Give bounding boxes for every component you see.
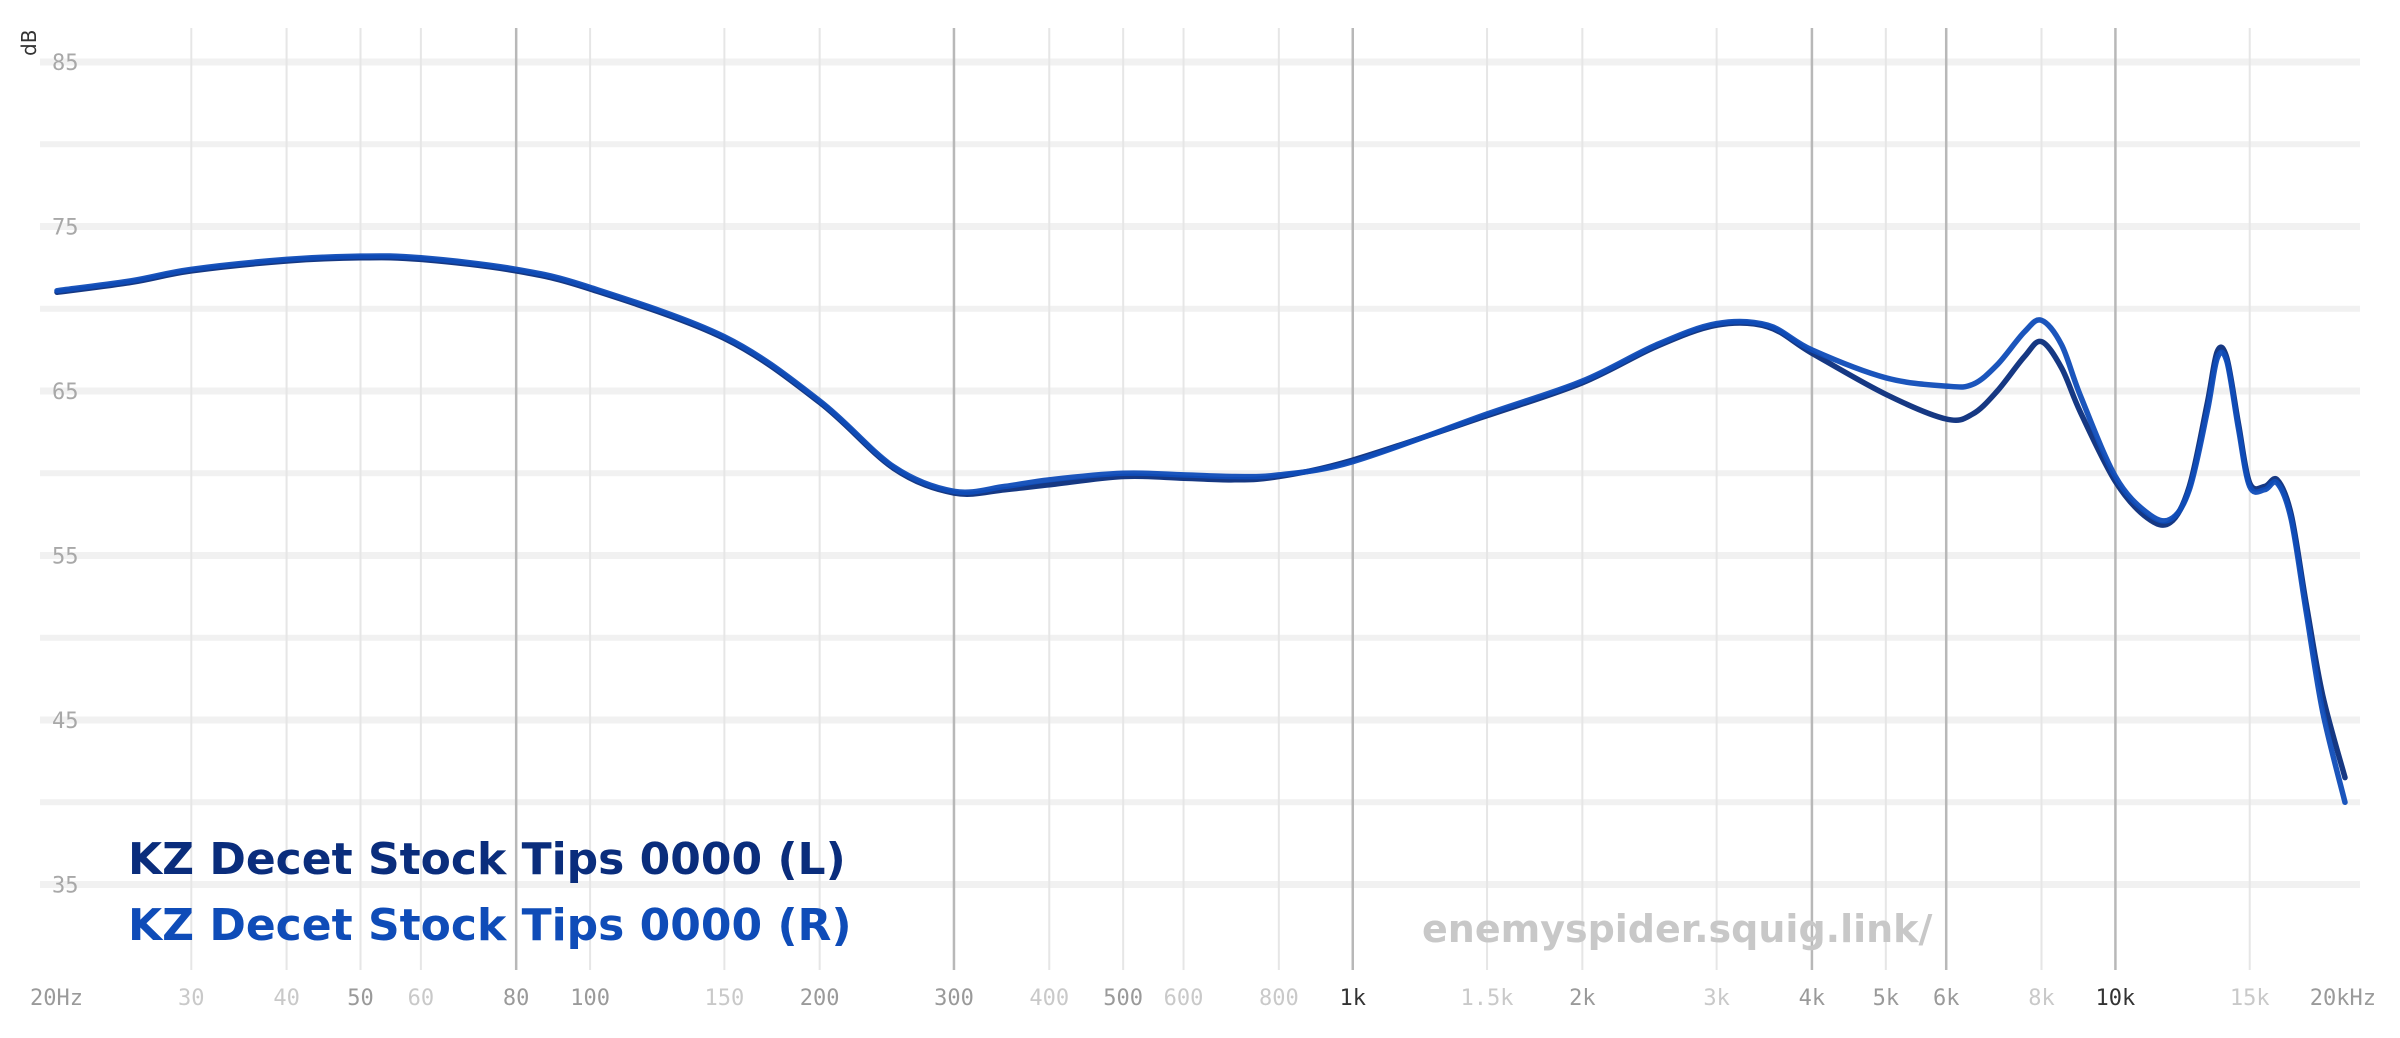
x-tick-label: 8k — [2028, 986, 2055, 1011]
watermark-text: enemyspider.squig.link/ — [1422, 907, 1932, 951]
x-tick-label: 3k — [1703, 986, 1730, 1011]
x-tick-label: 1.5k — [1461, 986, 1514, 1011]
x-tick-label: 10k — [2096, 986, 2136, 1011]
y-tick-label: 35 — [52, 874, 79, 899]
y-tick-label: 45 — [52, 709, 79, 734]
x-tick-label: 600 — [1164, 986, 1204, 1011]
legend-entry-right: KZ Decet Stock Tips 0000 (R) — [128, 900, 852, 951]
x-tick-label: 5k — [1873, 986, 1900, 1011]
x-tick-label: 20kHz — [2310, 986, 2376, 1011]
legend-entry-left: KZ Decet Stock Tips 0000 (L) — [128, 834, 846, 885]
x-tick-label: 1k — [1339, 986, 1366, 1011]
x-tick-label: 150 — [705, 986, 745, 1011]
x-tick-label: 800 — [1259, 986, 1299, 1011]
x-tick-label: 50 — [347, 986, 374, 1011]
x-tick-label: 20Hz — [30, 986, 83, 1011]
y-tick-label: 65 — [52, 380, 79, 405]
x-tick-label: 400 — [1029, 986, 1069, 1011]
x-tick-label: 80 — [503, 986, 530, 1011]
x-tick-label: 200 — [800, 986, 840, 1011]
x-tick-label: 40 — [273, 986, 300, 1011]
x-tick-label: 4k — [1799, 986, 1826, 1011]
series-curves — [54, 253, 2348, 806]
x-tick-label: 500 — [1103, 986, 1143, 1011]
series-line-right — [54, 253, 2348, 806]
legend: KZ Decet Stock Tips 0000 (L) KZ Decet St… — [128, 834, 852, 951]
y-tick-label: 55 — [52, 545, 79, 570]
y-tick-label: 85 — [52, 51, 79, 76]
y-axis: dB 85 75 65 55 45 35 — [17, 30, 79, 899]
x-tick-label: 100 — [570, 986, 610, 1011]
x-tick-label: 60 — [408, 986, 435, 1011]
x-tick-label: 30 — [178, 986, 205, 1011]
x-axis: 20Hz 30 40 50 60 80 100 150 200 300 400 500 600 800 1k… — [30, 986, 2376, 1011]
y-axis-label: dB — [17, 30, 41, 56]
x-tick-label: 2k — [1569, 986, 1596, 1011]
y-tick-label: 75 — [52, 216, 79, 241]
vertical-gridlines — [190, 28, 2251, 970]
x-tick-label: 15k — [2230, 986, 2270, 1011]
series-line-left — [54, 254, 2348, 781]
x-tick-label: 6k — [1933, 986, 1960, 1011]
x-tick-label: 300 — [934, 986, 974, 1011]
